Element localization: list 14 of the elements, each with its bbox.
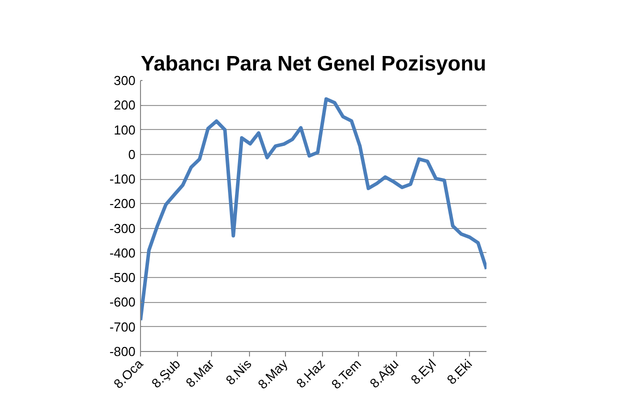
y-tick-label: 300	[114, 73, 136, 88]
y-tick-label: -300	[109, 220, 136, 236]
y-tick-label: -200	[109, 196, 136, 212]
y-tick-label: -600	[109, 294, 136, 310]
y-tick-label: -400	[109, 245, 136, 260]
y-tick-label: 200	[114, 98, 136, 113]
line-series	[140, 97, 486, 322]
y-tick-label: -500	[109, 270, 136, 286]
y-tick-label: 0	[128, 146, 136, 162]
y-tick-label: -800	[109, 344, 136, 359]
y-tick-label: -700	[109, 319, 136, 334]
y-tick-label: -100	[109, 172, 136, 187]
y-tick-label: 100	[114, 122, 136, 138]
chart-title: Yabancı Para Net Genel Pozisyonu	[140, 52, 486, 76]
